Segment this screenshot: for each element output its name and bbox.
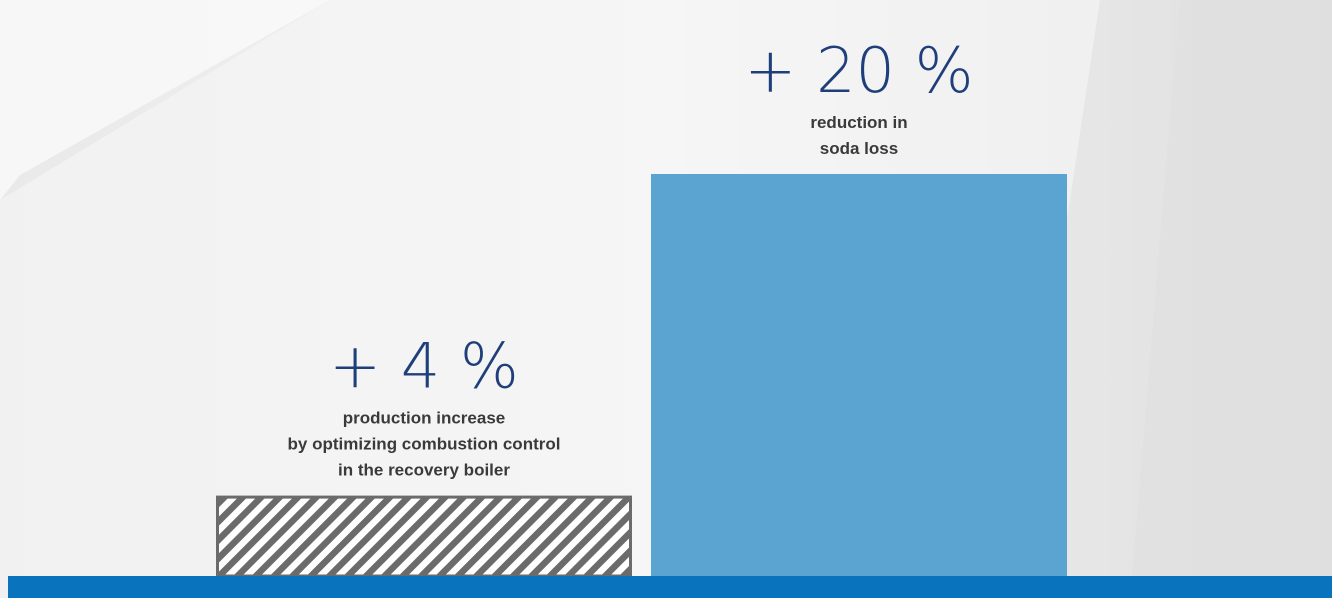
bar-1-caption-line-3: in the recovery boiler <box>338 461 510 480</box>
bar-1 <box>218 497 631 576</box>
bar-2 <box>651 174 1067 576</box>
bar-1-value-label: + 4 % <box>329 330 519 403</box>
bar-2-value-label: + 20 % <box>744 34 973 107</box>
bar-2-caption-line-1: reduction in <box>810 113 907 132</box>
baseline-band <box>8 576 1332 598</box>
bar-1-caption-line-2: by optimizing combustion control <box>288 435 561 454</box>
bar-1-caption-line-1: production increase <box>343 409 505 428</box>
bar-2-caption-line-2: soda loss <box>820 139 898 158</box>
